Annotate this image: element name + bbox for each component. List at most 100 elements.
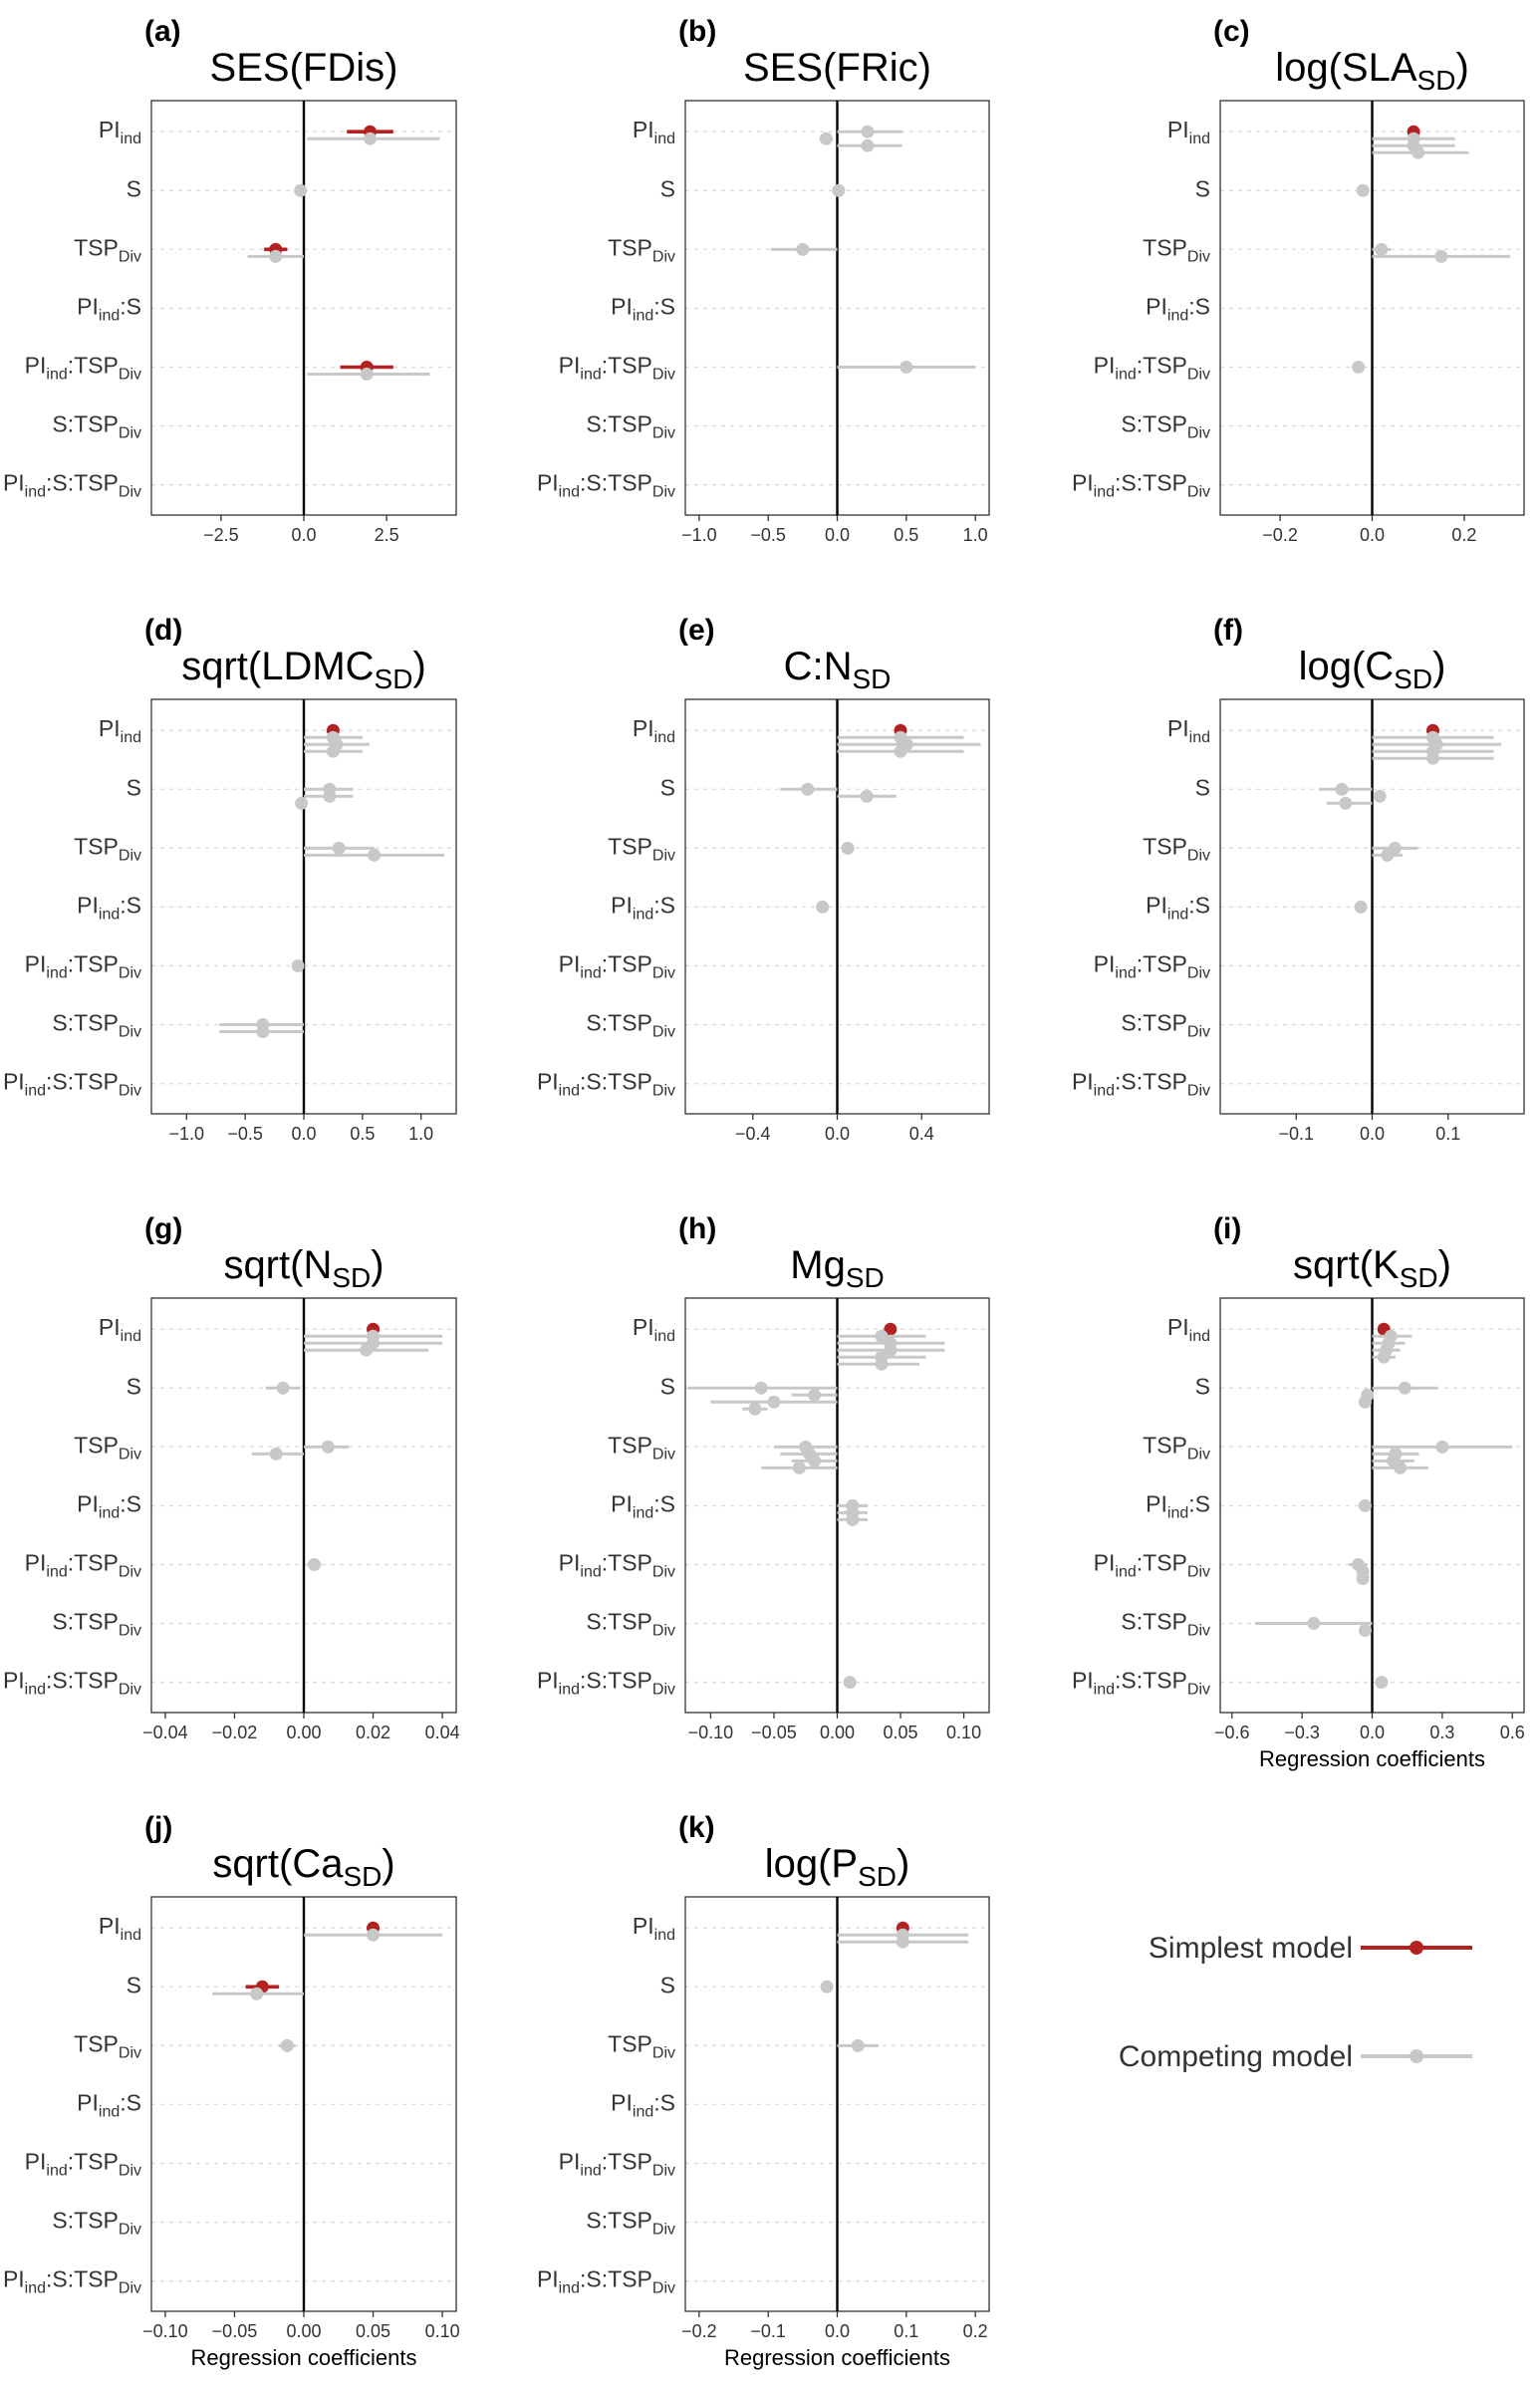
- predictor-subscript: ind: [633, 906, 653, 923]
- panel-title-subscript: SD: [1394, 664, 1432, 694]
- predictor-tail: :S:TSP: [580, 2266, 652, 2292]
- predictor-tail: :S: [1188, 293, 1210, 319]
- panel-title: log(SLASD): [1275, 46, 1469, 96]
- predictor-subscript: ind: [121, 131, 141, 147]
- legend: Simplest model Competing model: [1119, 1932, 1472, 2073]
- competing-estimate: [304, 1440, 350, 1454]
- predictor-label: PIind:S:TSPDiv: [537, 2266, 675, 2297]
- predictor-subscript: Div: [119, 2044, 141, 2061]
- estimate-point: [767, 1395, 781, 1409]
- panel-title: sqrt(KSD): [1293, 1243, 1451, 1293]
- estimate-point: [295, 796, 309, 810]
- predictor-base: PI: [25, 1549, 47, 1575]
- predictor-subscript: Div: [1187, 1083, 1210, 1100]
- predictor-subscript: ind: [46, 2162, 67, 2179]
- competing-estimate: [278, 2038, 296, 2052]
- x-tick-label: 0.5: [350, 1124, 375, 1144]
- predictor-label: PIind:TSPDiv: [1094, 352, 1210, 383]
- predictor-subscript: Div: [119, 1623, 141, 1640]
- predictor-tail: :TSP: [68, 352, 119, 378]
- predictor-label: PIind:TSPDiv: [25, 1549, 141, 1580]
- predictor-base: PI: [611, 2089, 633, 2115]
- predictor-subscript: Div: [652, 1083, 675, 1100]
- predictor-subscript: Div: [1187, 847, 1210, 864]
- x-tick-label: 0.02: [356, 1723, 390, 1742]
- estimate-point: [875, 1357, 889, 1371]
- x-tick-label: −0.05: [751, 1723, 797, 1742]
- estimate-point: [1373, 789, 1387, 803]
- predictor-base: S:TSP: [586, 2208, 651, 2234]
- predictor-label: PIind: [99, 1314, 141, 1345]
- estimate-point: [1426, 751, 1439, 765]
- predictor-base: TSP: [608, 2030, 652, 2056]
- predictor-subscript: ind: [1167, 906, 1188, 923]
- predictor-base: PI: [3, 1069, 25, 1095]
- predictor-base: PI: [559, 2148, 581, 2174]
- predictor-base: PI: [1072, 1069, 1094, 1095]
- competing-estimate: [304, 744, 363, 758]
- competing-estimate: [837, 1935, 969, 1949]
- predictor-subscript: Div: [119, 484, 141, 501]
- legend-item-competing: Competing model: [1119, 2040, 1472, 2073]
- estimate-point: [1398, 1381, 1412, 1395]
- predictor-base: PI: [611, 293, 633, 319]
- panel-i: (i)sqrt(KSD)PIindSTSPDivPIind:SPIind:TSP…: [1072, 1212, 1525, 1771]
- predictor-tail: :S: [653, 293, 675, 319]
- estimate-point: [307, 1557, 321, 1571]
- panel-title-main: sqrt(K: [1293, 1243, 1400, 1287]
- predictor-subscript: ind: [559, 2280, 580, 2297]
- predictor-tail: :S:TSP: [1115, 470, 1187, 496]
- x-tick-label: −0.2: [681, 2321, 717, 2341]
- predictor-subscript: Div: [119, 1024, 141, 1041]
- panel-title: sqrt(CaSD): [212, 1842, 394, 1892]
- panel-title-tail: ): [371, 1243, 384, 1287]
- predictor-subscript: Div: [652, 1623, 675, 1640]
- panel-g: (g)sqrt(NSD)PIindSTSPDivPIind:SPIind:TSP…: [3, 1212, 460, 1742]
- predictor-base: S:TSP: [52, 411, 118, 437]
- predictor-subscript: Div: [1187, 425, 1210, 442]
- panel-j: (j)sqrt(CaSD)PIindSTSPDivPIind:SPIind:TS…: [3, 1811, 460, 2370]
- competing-estimate: [837, 1357, 920, 1371]
- competing-estimate: [1372, 1454, 1414, 1467]
- estimate-point: [256, 1025, 270, 1039]
- predictor-tail: :TSP: [68, 950, 119, 976]
- competing-estimate: [841, 841, 855, 855]
- panel-title-subscript: SD: [343, 1861, 382, 1892]
- predictor-tail: :TSP: [1137, 950, 1187, 976]
- predictor-label: PIind: [1167, 117, 1210, 147]
- predictor-base: PI: [99, 1314, 121, 1340]
- predictor-label: S: [660, 175, 675, 201]
- legend-item-simplest: Simplest model: [1149, 1932, 1472, 1965]
- predictor-label: PIind:S:TSPDiv: [537, 1069, 675, 1100]
- predictor-label: S:TSPDiv: [586, 1609, 675, 1640]
- panel-title-subscript: SD: [846, 1262, 885, 1293]
- predictor-label: S:TSPDiv: [1121, 1609, 1210, 1640]
- predictor-base: TSP: [74, 234, 119, 260]
- predictor-subscript: ind: [46, 964, 67, 981]
- predictor-base: PI: [3, 470, 25, 496]
- predictor-base: TSP: [74, 1432, 119, 1458]
- predictor-subscript: Div: [119, 2222, 141, 2239]
- x-tick-label: 0.1: [1435, 1124, 1460, 1144]
- predictor-label: PIind:TSPDiv: [559, 950, 675, 981]
- predictor-subscript: Div: [1187, 248, 1210, 265]
- estimate-point: [332, 841, 346, 855]
- predictor-base: S:TSP: [1121, 1010, 1186, 1036]
- estimate-point: [364, 132, 378, 145]
- competing-estimate: [837, 737, 981, 751]
- predictor-label: S: [127, 774, 141, 800]
- predictor-label: PIind:TSPDiv: [1094, 950, 1210, 981]
- predictor-base: PI: [633, 715, 654, 741]
- competing-estimate: [304, 848, 445, 862]
- estimate-point: [861, 138, 875, 152]
- predictor-label: S:TSPDiv: [52, 411, 141, 442]
- x-tick-label: −0.10: [142, 2321, 188, 2341]
- estimate-point: [1335, 782, 1349, 796]
- panel-title-tail: ): [412, 645, 425, 688]
- estimate-point: [1339, 796, 1353, 810]
- estimate-point: [291, 958, 305, 972]
- predictor-subscript: ind: [1167, 307, 1188, 324]
- estimate-point: [861, 125, 875, 138]
- competing-estimate: [837, 2038, 880, 2052]
- competing-estimate: [1372, 1461, 1428, 1474]
